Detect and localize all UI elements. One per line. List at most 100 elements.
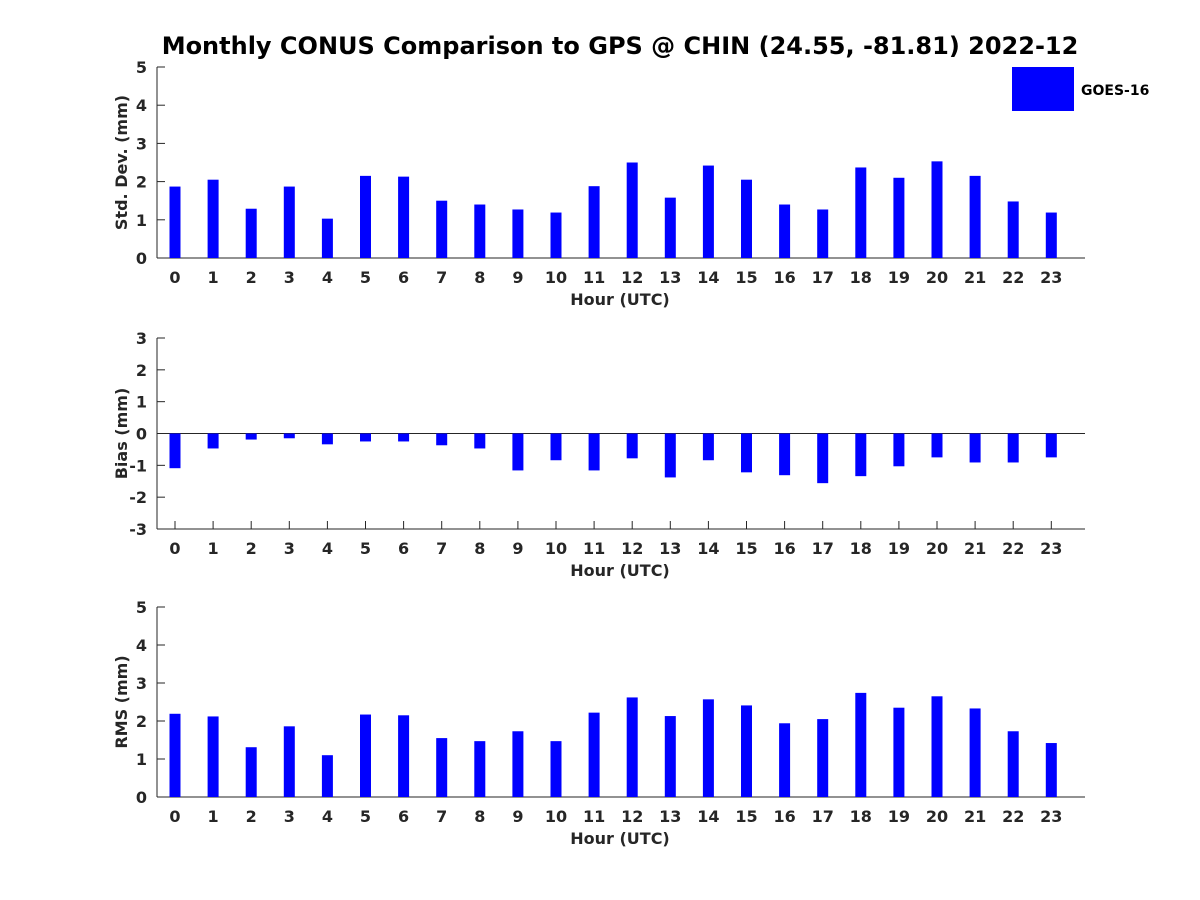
std-dev-x-tick-label: 1 <box>208 268 219 287</box>
std-dev-x-tick-label: 9 <box>512 268 523 287</box>
rms-bar-hour-13 <box>664 716 676 797</box>
rms-x-tick-label: 4 <box>322 807 333 826</box>
bias-bar-hour-20 <box>931 433 943 458</box>
rms-x-tick-label: 11 <box>583 807 605 826</box>
bias-x-tick-label: 1 <box>208 539 219 558</box>
std-dev-x-tick-label: 11 <box>583 268 605 287</box>
rms-bar-hour-12 <box>626 697 638 797</box>
rms-x-tick-label: 8 <box>474 807 485 826</box>
rms-bar-hour-4 <box>321 755 333 797</box>
std-dev-x-tick-label: 17 <box>812 268 834 287</box>
bias-x-tick-label: 19 <box>888 539 910 558</box>
bias-x-tick-label: 21 <box>964 539 986 558</box>
std-dev-x-tick-label: 20 <box>926 268 948 287</box>
bias-x-tick-label: 2 <box>246 539 257 558</box>
rms-bar-hour-15 <box>741 705 752 797</box>
rms-bar-hour-2 <box>245 747 257 797</box>
rms-x-tick-label: 19 <box>888 807 910 826</box>
legend-label: GOES-16 <box>1081 83 1149 99</box>
bias-x-tick-label: 0 <box>169 539 180 558</box>
rms-bar-hour-23 <box>1045 743 1057 797</box>
bias-bar-hour-9 <box>512 433 524 471</box>
bias-bar-hour-5 <box>360 433 371 442</box>
std-dev-bar-hour-13 <box>664 197 676 258</box>
chart-title: Monthly CONUS Comparison to GPS @ CHIN (… <box>162 32 1079 60</box>
std-dev-x-tick-label: 15 <box>735 268 757 287</box>
std-dev-bar-hour-2 <box>245 208 257 258</box>
rms-x-axis-label: Hour (UTC) <box>570 829 670 848</box>
rms-bar-hour-6 <box>398 715 410 797</box>
std-dev-x-tick-label: 4 <box>322 268 333 287</box>
std-dev-bar-hour-9 <box>512 209 524 258</box>
bias-x-tick-label: 15 <box>735 539 757 558</box>
rms-y-tick-label: 3 <box>136 674 147 693</box>
rms-x-tick-label: 14 <box>697 807 719 826</box>
rms-bar-hour-3 <box>283 726 295 797</box>
std-dev-bar-hour-0 <box>169 186 181 258</box>
rms-x-tick-label: 9 <box>512 807 523 826</box>
rms-x-tick-label: 10 <box>545 807 567 826</box>
std-dev-x-tick-label: 7 <box>436 268 447 287</box>
rms-bar-hour-14 <box>702 699 714 797</box>
rms-y-tick-label: 1 <box>136 750 147 769</box>
rms-bar-hour-20 <box>931 696 943 797</box>
std-dev-bar-hour-4 <box>321 218 333 258</box>
bias-y-tick-label: 1 <box>136 393 147 412</box>
std-dev-x-tick-label: 6 <box>398 268 409 287</box>
std-dev-bar-hour-1 <box>207 179 219 258</box>
rms-y-tick-label: 2 <box>136 712 147 731</box>
rms-x-tick-label: 2 <box>246 807 257 826</box>
rms-x-tick-label: 17 <box>812 807 834 826</box>
rms-x-tick-label: 7 <box>436 807 447 826</box>
std-dev-bar-hour-16 <box>779 204 791 258</box>
std-dev-bar-hour-6 <box>398 176 410 258</box>
std-dev-x-tick-label: 16 <box>773 268 795 287</box>
std-dev-x-tick-label: 12 <box>621 268 643 287</box>
std-dev-x-tick-label: 14 <box>697 268 719 287</box>
rms-x-tick-label: 3 <box>284 807 295 826</box>
rms-x-tick-label: 12 <box>621 807 643 826</box>
std-dev-x-tick-label: 3 <box>284 268 295 287</box>
bias-x-tick-label: 20 <box>926 539 948 558</box>
std-dev-bar-hour-11 <box>588 186 600 258</box>
std-dev-x-tick-label: 18 <box>850 268 872 287</box>
std-dev-x-tick-label: 0 <box>169 268 180 287</box>
std-dev-bar-hour-18 <box>855 167 867 258</box>
rms-bar-hour-7 <box>436 738 448 797</box>
bias-x-tick-label: 6 <box>398 539 409 558</box>
bias-bar-hour-4 <box>321 433 333 445</box>
rms-x-tick-label: 5 <box>360 807 371 826</box>
bias-y-tick-label: -1 <box>129 456 147 475</box>
rms-bar-hour-8 <box>474 741 486 797</box>
rms-x-tick-label: 6 <box>398 807 409 826</box>
bias-y-tick-label: -3 <box>129 520 147 539</box>
bias-x-tick-label: 9 <box>512 539 523 558</box>
rms-bar-hour-5 <box>360 714 371 797</box>
bias-x-tick-label: 12 <box>621 539 643 558</box>
std-dev-y-tick-label: 3 <box>136 134 147 153</box>
std-dev-bar-hour-17 <box>817 209 829 258</box>
rms-bar-hour-19 <box>893 707 905 797</box>
rms-bar-hour-10 <box>550 741 562 797</box>
rms-bar-hour-1 <box>207 716 219 797</box>
rms-x-tick-label: 1 <box>208 807 219 826</box>
std-dev-bar-hour-22 <box>1007 201 1019 258</box>
std-dev-y-tick-label: 2 <box>136 173 147 192</box>
bias-bar-hour-0 <box>169 433 181 469</box>
rms-x-tick-label: 21 <box>964 807 986 826</box>
bias-bar-hour-14 <box>702 433 714 461</box>
rms-y-axis-label: RMS (mm) <box>112 655 131 748</box>
std-dev-y-tick-label: 5 <box>136 58 147 77</box>
rms-bar-hour-22 <box>1007 731 1019 797</box>
bias-bar-hour-10 <box>550 433 562 461</box>
bias-bar-hour-21 <box>969 433 981 463</box>
bias-bar-hour-19 <box>893 433 905 467</box>
rms-bar-hour-21 <box>969 708 981 797</box>
bias-bar-hour-12 <box>626 433 638 459</box>
std-dev-x-tick-label: 2 <box>246 268 257 287</box>
std-dev-x-tick-label: 19 <box>888 268 910 287</box>
rms-x-tick-label: 0 <box>169 807 180 826</box>
